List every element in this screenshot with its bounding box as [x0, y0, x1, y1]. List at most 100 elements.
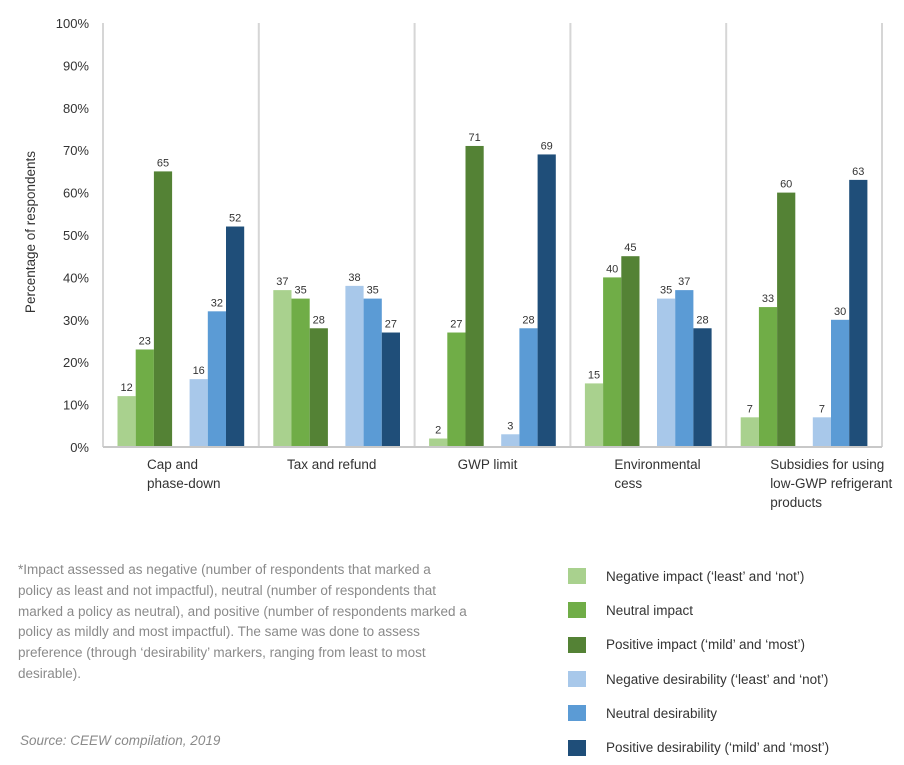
bar	[777, 192, 796, 447]
legend: Negative impact (‘least’ and ‘not’) Neutr…	[568, 559, 898, 765]
data-label: 37	[276, 276, 288, 288]
x-category-label: GWP limit	[458, 457, 518, 472]
bar	[831, 319, 850, 447]
data-label: 35	[367, 285, 379, 297]
bar-chart: 12 37 2 15 7 23 35 27 40 33 65 28 71 45 60 16 38 3 35 7 32 35…	[23, 16, 892, 510]
data-label: 28	[696, 314, 708, 326]
data-label: 60	[780, 179, 792, 191]
legend-label: Neutral desirability	[606, 705, 718, 721]
y-tick-label: 70%	[63, 143, 89, 158]
legend-item: Positive desirability (‘mild’ and ‘most’…	[568, 730, 898, 764]
bar	[135, 349, 154, 447]
bar	[537, 154, 556, 447]
bar	[309, 328, 328, 447]
data-label: 7	[819, 403, 825, 415]
bar	[291, 298, 310, 447]
bar	[758, 307, 778, 447]
data-label: 52	[229, 213, 241, 225]
y-tick-label: 40%	[63, 270, 89, 285]
legend-item: Neutral impact	[568, 593, 898, 627]
y-axis-ticks: 0% 10% 20% 30% 40% 50% 60% 70% 80% 90% 100%	[56, 16, 90, 455]
data-label: 69	[541, 140, 553, 152]
bar	[429, 438, 448, 447]
data-label: 38	[348, 272, 360, 284]
bar	[226, 226, 245, 447]
x-category-label: Cap and phase-down	[147, 457, 221, 491]
bar	[345, 285, 364, 447]
y-tick-label: 50%	[63, 228, 89, 243]
data-label: 23	[139, 335, 151, 347]
bar	[519, 328, 538, 447]
legend-swatch	[568, 671, 586, 688]
legend-swatch	[568, 602, 586, 619]
legend-swatch	[568, 568, 586, 585]
data-label: 33	[762, 293, 774, 305]
data-label: 2	[435, 425, 441, 437]
data-label: 16	[193, 365, 205, 377]
legend-item: Negative desirability (‘least’ and ‘not’…	[568, 662, 898, 696]
data-label: 32	[211, 297, 223, 309]
bar	[657, 298, 676, 447]
x-category-label: Environmental cess	[614, 457, 700, 491]
data-label: 37	[678, 276, 690, 288]
y-tick-label: 10%	[63, 398, 89, 413]
bars	[117, 145, 868, 447]
y-tick-label: 20%	[63, 355, 89, 370]
y-axis-label: Percentage of respondents	[23, 151, 38, 313]
legend-label: Positive desirability (‘mild’ and ‘most’…	[606, 740, 830, 756]
data-labels: 12 37 2 15 7 23 35 27 40 33 65 28 71 45 60 16 38 3 35 7 32 35…	[120, 132, 864, 437]
legend-swatch	[568, 739, 586, 756]
bar	[381, 332, 400, 447]
legend-swatch	[568, 636, 586, 653]
data-label: 35	[660, 285, 672, 297]
bar	[363, 298, 382, 447]
data-label: 3	[507, 420, 513, 432]
legend-swatch	[568, 705, 586, 722]
legend-label: Negative impact (‘least’ and ‘not’)	[606, 568, 805, 584]
y-tick-label: 80%	[63, 101, 89, 116]
bar	[153, 171, 173, 447]
data-label: 71	[468, 132, 480, 144]
legend-label: Negative desirability (‘least’ and ‘not’…	[606, 671, 829, 687]
bar	[447, 332, 466, 447]
legend-item: Negative impact (‘least’ and ‘not’)	[568, 559, 898, 593]
data-label: 40	[606, 263, 618, 275]
bar	[621, 256, 640, 447]
x-axis-categories: Cap and phase-down Tax and refund GWP limit…	[147, 457, 892, 510]
data-label: 28	[522, 314, 534, 326]
bar	[207, 311, 226, 447]
y-tick-label: 60%	[63, 186, 89, 201]
bar	[117, 396, 136, 447]
data-label: 15	[588, 369, 600, 381]
data-label: 35	[294, 285, 306, 297]
bar	[501, 434, 520, 447]
source-note: Source: CEEW compilation, 2019	[20, 733, 221, 748]
data-label: 30	[834, 306, 846, 318]
bar	[849, 179, 868, 447]
data-label: 27	[450, 319, 462, 331]
bar	[675, 290, 694, 447]
bar	[273, 290, 292, 447]
bar	[189, 379, 208, 447]
bar	[465, 145, 484, 447]
x-category-label: Subsidies for using low-GWP refrigerant pr…	[770, 457, 892, 510]
y-tick-label: 90%	[63, 58, 89, 73]
bar	[603, 277, 622, 447]
legend-item: Positive impact (‘mild’ and ‘most’)	[568, 628, 898, 662]
x-category-label: Tax and refund	[287, 457, 376, 472]
data-label: 7	[747, 403, 753, 415]
legend-label: Positive impact (‘mild’ and ‘most’)	[606, 637, 806, 653]
group-dividers	[102, 23, 883, 447]
data-label: 12	[120, 382, 132, 394]
bar	[584, 383, 604, 447]
data-label: 65	[157, 157, 169, 169]
bar	[740, 417, 759, 447]
data-label: 28	[313, 314, 325, 326]
legend-item: Neutral desirability	[568, 696, 898, 730]
data-label: 45	[624, 242, 636, 254]
y-tick-label: 0%	[70, 440, 89, 455]
y-tick-label: 30%	[63, 313, 89, 328]
data-label: 63	[852, 166, 864, 178]
legend-label: Neutral impact	[606, 602, 694, 618]
y-tick-label: 100%	[56, 16, 90, 31]
